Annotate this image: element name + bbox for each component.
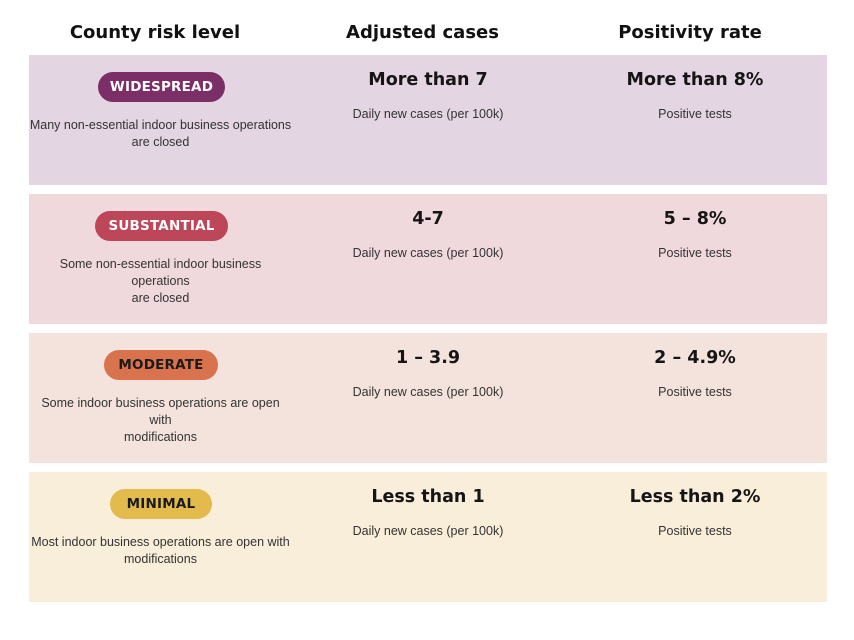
header-positivity-rate: Positivity rate [618, 22, 762, 43]
tier-row-moderate: MODERATE Some indoor business operations… [29, 333, 827, 463]
adjusted-cases-caption: Daily new cases (per 100k) [352, 385, 504, 399]
description-line: Most indoor business operations are open… [31, 535, 290, 549]
adjusted-cases-caption: Daily new cases (per 100k) [352, 246, 504, 260]
description-line: are closed [131, 291, 190, 305]
positivity-rate-value: More than 8% [626, 70, 764, 90]
table-header: County risk level Adjusted cases Positiv… [0, 22, 854, 52]
tier-row-substantial: SUBSTANTIAL Some non-essential indoor bu… [29, 194, 827, 324]
adjusted-cases-caption: Daily new cases (per 100k) [352, 107, 504, 121]
adjusted-cases-value: More than 7 [368, 70, 488, 90]
header-adjusted-cases: Adjusted cases [346, 22, 499, 43]
tier-badge-moderate: MODERATE [104, 350, 218, 380]
adjusted-cases-value: 1 – 3.9 [395, 348, 461, 368]
positivity-rate-caption: Positive tests [658, 524, 732, 538]
adjusted-cases-value: 4-7 [412, 209, 444, 229]
adjusted-cases-value: Less than 1 [371, 487, 485, 507]
header-risk-level: County risk level [69, 22, 241, 43]
tier-badge-widespread: WIDESPREAD [98, 72, 225, 102]
tier-description: Some non-essential indoor business opera… [29, 256, 292, 307]
tier-row-widespread: WIDESPREAD Many non-essential indoor bus… [29, 55, 827, 185]
tier-row-minimal: MINIMAL Most indoor business operations … [29, 472, 827, 602]
positivity-rate-value: Less than 2% [629, 487, 761, 507]
description-line: modifications [124, 552, 197, 566]
description-line: Many non-essential indoor business opera… [29, 118, 292, 132]
description-line: Some indoor business operations are open… [41, 396, 280, 427]
positivity-rate-caption: Positive tests [658, 385, 732, 399]
positivity-rate-value: 5 – 8% [663, 209, 727, 229]
positivity-rate-caption: Positive tests [658, 246, 732, 260]
adjusted-cases-caption: Daily new cases (per 100k) [352, 524, 504, 538]
positivity-rate-caption: Positive tests [658, 107, 732, 121]
tier-description: Most indoor business operations are open… [29, 534, 292, 568]
tier-description: Some indoor business operations are open… [29, 395, 292, 446]
description-line: are closed [131, 135, 190, 149]
tier-badge-minimal: MINIMAL [110, 489, 212, 519]
tier-description: Many non-essential indoor business opera… [29, 117, 292, 151]
positivity-rate-value: 2 – 4.9% [654, 348, 736, 368]
description-line: modifications [124, 430, 197, 444]
description-line: Some non-essential indoor business opera… [59, 257, 262, 288]
tier-badge-substantial: SUBSTANTIAL [95, 211, 228, 241]
